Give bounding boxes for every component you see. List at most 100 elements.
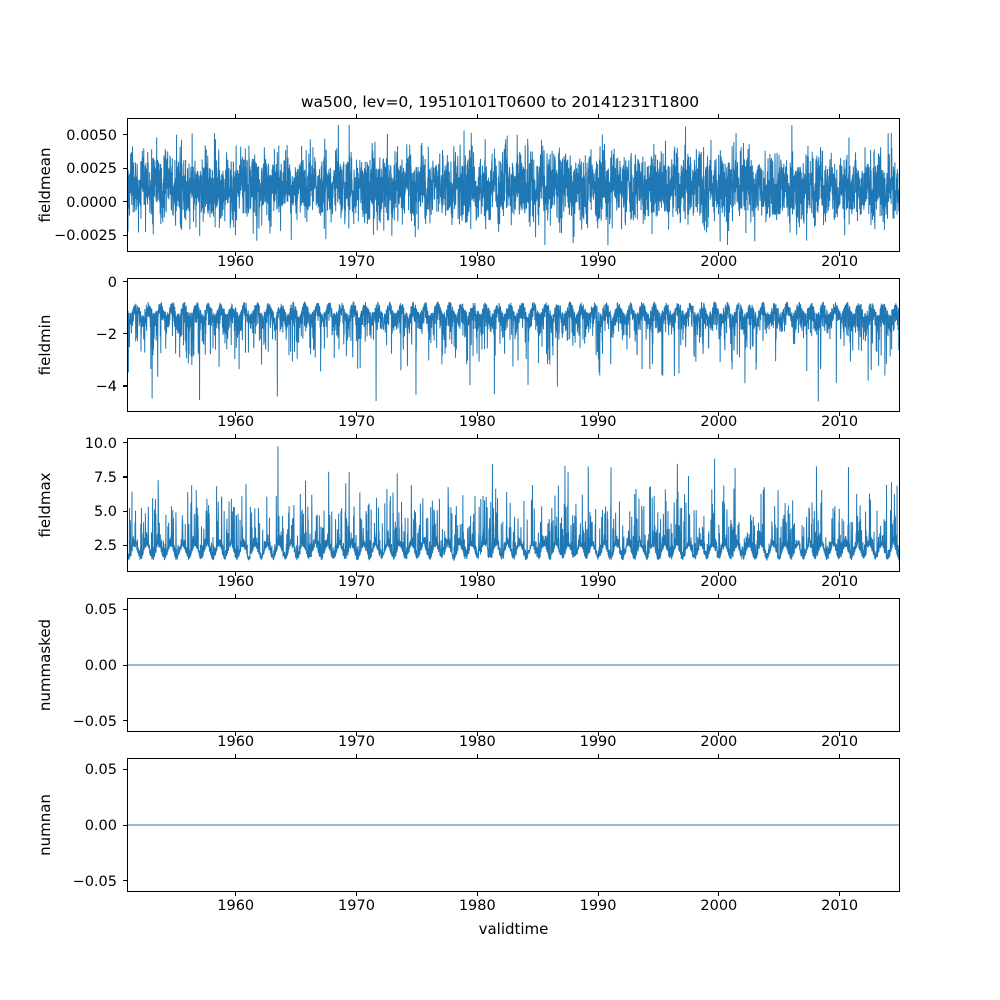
x-tick-mark [597, 732, 599, 736]
y-tick-label: 0.05 [84, 602, 117, 619]
y-tick-mark [123, 281, 127, 283]
y-tick-label: 0.00 [84, 658, 117, 674]
x-tick-mark-top [597, 274, 599, 278]
y-tick-mark [123, 720, 127, 722]
x-tick-label: 1960 [217, 574, 255, 590]
x-tick-mark [235, 252, 237, 256]
fieldmax-series [128, 439, 899, 571]
subplot-fieldmin [127, 278, 900, 412]
x-tick-label: 1960 [217, 898, 255, 914]
x-tick-mark [839, 572, 841, 576]
x-tick-mark [235, 732, 237, 736]
x-tick-mark-top [597, 594, 599, 598]
y-tick-mark [123, 476, 127, 478]
x-tick-label: 2000 [700, 414, 738, 430]
y-tick-label: 0 [107, 274, 117, 291]
y-tick-mark [123, 880, 127, 882]
x-tick-mark-top [839, 434, 841, 438]
x-tick-label: 1990 [579, 898, 617, 914]
x-tick-label: 1970 [338, 414, 375, 430]
x-tick-label: 2000 [700, 898, 738, 914]
subplot-fieldmean [127, 118, 900, 252]
x-tick-mark-top [718, 114, 720, 118]
fieldmean-series [128, 119, 899, 251]
x-tick-mark-top [355, 434, 358, 438]
y-tick-label: 0.0050 [66, 127, 117, 144]
x-tick-mark [235, 572, 237, 576]
x-tick-mark-top [355, 114, 358, 118]
x-tick-mark-top [235, 274, 237, 278]
subplot-fieldmax [127, 438, 900, 572]
y-tick-mark [123, 234, 127, 236]
y-tick-mark [123, 510, 127, 512]
x-tick-label: 1990 [579, 254, 617, 270]
x-tick-label: 1960 [217, 734, 255, 750]
y-tick-mark [123, 442, 127, 444]
x-tick-mark-top [235, 754, 237, 758]
y-tick-mark [123, 167, 127, 169]
y-tick-mark [123, 201, 127, 203]
x-tick-mark [476, 412, 478, 416]
x-tick-mark [597, 252, 599, 256]
x-tick-mark-top [235, 114, 237, 118]
x-tick-mark-top [597, 434, 599, 438]
subplot-numnan [127, 758, 900, 892]
x-axis-label: validtime [478, 920, 549, 938]
x-tick-label: 1980 [458, 898, 496, 914]
x-tick-mark [476, 732, 478, 736]
y-tick-mark [123, 544, 127, 546]
x-tick-label: 2010 [821, 414, 859, 430]
x-tick-mark [839, 732, 841, 736]
y-tick-mark [123, 824, 127, 826]
x-tick-label: 1960 [217, 254, 255, 270]
numnan-series [128, 759, 899, 891]
x-tick-mark-top [839, 754, 841, 758]
x-tick-mark-top [718, 594, 720, 598]
x-tick-mark [718, 412, 720, 416]
x-tick-mark-top [235, 594, 237, 598]
y-tick-label: 0.0000 [66, 194, 117, 211]
y-tick-mark [123, 385, 127, 387]
x-tick-label: 1990 [579, 574, 617, 590]
x-tick-label: 1960 [217, 414, 255, 430]
x-tick-mark-top [355, 274, 358, 278]
x-tick-mark [718, 732, 720, 736]
x-tick-label: 1970 [338, 898, 375, 914]
y-tick-label: −0.0025 [54, 228, 117, 245]
x-tick-mark-top [355, 594, 358, 598]
y-tick-label: −4 [95, 378, 117, 395]
x-tick-label: 1970 [338, 574, 375, 590]
y-tick-mark [123, 134, 127, 136]
x-tick-mark-top [718, 754, 720, 758]
x-tick-label: 1980 [458, 254, 496, 270]
y-tick-mark [123, 768, 127, 770]
y-tick-label: 10.0 [84, 435, 117, 452]
y-tick-label: −2 [95, 326, 117, 343]
x-tick-label: 2010 [821, 254, 859, 270]
x-tick-mark-top [839, 274, 841, 278]
y-tick-mark [123, 608, 127, 610]
y-axis-label-fieldmax: fieldmax [36, 472, 54, 538]
fieldmin-series [128, 279, 899, 411]
x-tick-mark [476, 892, 478, 896]
y-tick-label: 0.05 [84, 762, 117, 779]
x-tick-label: 1980 [458, 574, 496, 590]
x-tick-label: 2010 [821, 898, 859, 914]
x-tick-mark-top [476, 114, 478, 118]
x-tick-mark [476, 252, 478, 256]
x-tick-mark-top [476, 594, 478, 598]
x-tick-mark-top [839, 114, 841, 118]
x-tick-mark-top [476, 434, 478, 438]
x-tick-mark [355, 892, 358, 896]
x-tick-mark [597, 412, 599, 416]
x-tick-mark-top [235, 434, 237, 438]
x-tick-label: 1970 [338, 254, 375, 270]
y-tick-mark [123, 664, 127, 666]
x-tick-label: 1980 [458, 414, 496, 430]
y-tick-label: 5.0 [93, 504, 117, 521]
y-tick-label: 0.0025 [66, 161, 117, 178]
y-tick-label: −0.05 [72, 713, 117, 730]
x-tick-mark-top [597, 754, 599, 758]
y-tick-label: 2.5 [93, 538, 117, 555]
